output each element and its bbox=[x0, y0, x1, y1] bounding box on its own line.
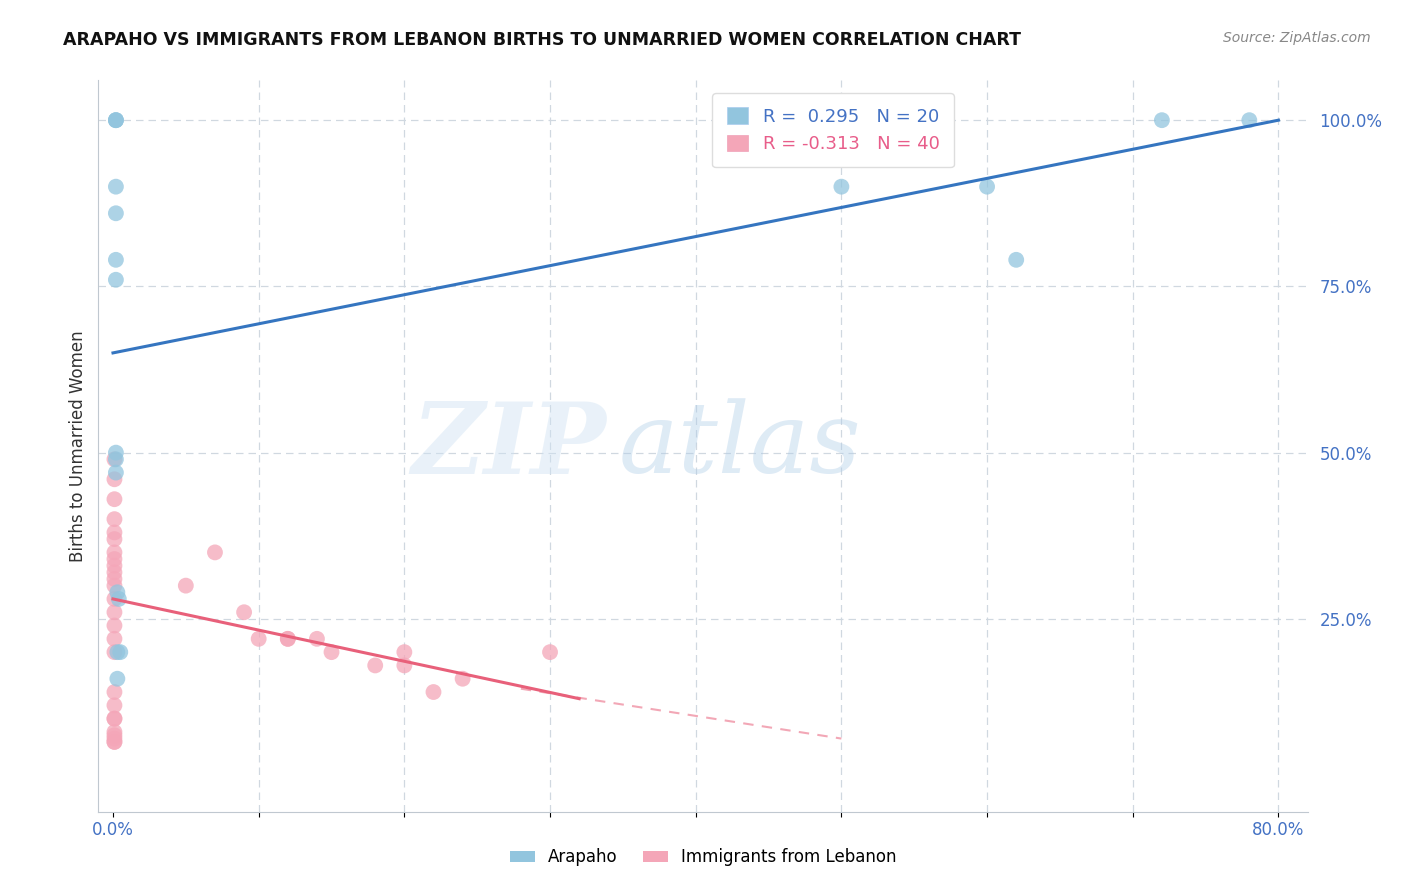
Point bbox=[104, 466, 127, 480]
Point bbox=[104, 113, 127, 128]
Point bbox=[103, 725, 125, 739]
Point bbox=[103, 591, 125, 606]
Point bbox=[174, 579, 197, 593]
Point bbox=[451, 672, 474, 686]
Point bbox=[103, 618, 125, 632]
Point bbox=[104, 445, 127, 459]
Point bbox=[103, 632, 125, 646]
Point bbox=[105, 585, 128, 599]
Point bbox=[103, 712, 125, 726]
Point bbox=[277, 632, 299, 646]
Text: Source: ZipAtlas.com: Source: ZipAtlas.com bbox=[1223, 31, 1371, 45]
Point bbox=[1150, 113, 1173, 128]
Point bbox=[976, 179, 998, 194]
Point bbox=[204, 545, 226, 559]
Point bbox=[103, 512, 125, 526]
Point bbox=[103, 605, 125, 619]
Point bbox=[394, 658, 416, 673]
Point bbox=[1005, 252, 1028, 267]
Point bbox=[103, 735, 125, 749]
Text: ZIP: ZIP bbox=[412, 398, 606, 494]
Point bbox=[277, 632, 299, 646]
Point bbox=[105, 645, 128, 659]
Point bbox=[233, 605, 256, 619]
Point bbox=[305, 632, 328, 646]
Text: atlas: atlas bbox=[619, 399, 860, 493]
Point bbox=[422, 685, 444, 699]
Point bbox=[103, 645, 125, 659]
Point bbox=[247, 632, 270, 646]
Y-axis label: Births to Unmarried Women: Births to Unmarried Women bbox=[69, 330, 87, 562]
Point bbox=[538, 645, 561, 659]
Point bbox=[103, 532, 125, 546]
Point bbox=[321, 645, 343, 659]
Point bbox=[104, 206, 127, 220]
Point bbox=[103, 552, 125, 566]
Point bbox=[103, 525, 125, 540]
Point bbox=[104, 273, 127, 287]
Point bbox=[103, 712, 125, 726]
Point bbox=[103, 566, 125, 580]
Point bbox=[104, 179, 127, 194]
Point bbox=[830, 179, 852, 194]
Point bbox=[104, 113, 127, 128]
Point bbox=[1239, 113, 1261, 128]
Point bbox=[103, 452, 125, 467]
Legend: R =  0.295   N = 20, R = -0.313   N = 40: R = 0.295 N = 20, R = -0.313 N = 40 bbox=[711, 93, 953, 168]
Point bbox=[103, 558, 125, 573]
Point bbox=[103, 492, 125, 507]
Point bbox=[394, 645, 416, 659]
Point bbox=[103, 735, 125, 749]
Point bbox=[110, 645, 132, 659]
Point bbox=[104, 113, 127, 128]
Point bbox=[103, 545, 125, 559]
Point bbox=[103, 572, 125, 586]
Text: ARAPAHO VS IMMIGRANTS FROM LEBANON BIRTHS TO UNMARRIED WOMEN CORRELATION CHART: ARAPAHO VS IMMIGRANTS FROM LEBANON BIRTH… bbox=[63, 31, 1021, 49]
Point bbox=[103, 472, 125, 486]
Point bbox=[103, 698, 125, 713]
Point bbox=[105, 672, 128, 686]
Point bbox=[104, 452, 127, 467]
Legend: Arapaho, Immigrants from Lebanon: Arapaho, Immigrants from Lebanon bbox=[503, 842, 903, 873]
Point bbox=[108, 591, 131, 606]
Point bbox=[103, 731, 125, 746]
Point bbox=[104, 252, 127, 267]
Point bbox=[364, 658, 387, 673]
Point bbox=[103, 579, 125, 593]
Point bbox=[103, 685, 125, 699]
Point bbox=[103, 728, 125, 742]
